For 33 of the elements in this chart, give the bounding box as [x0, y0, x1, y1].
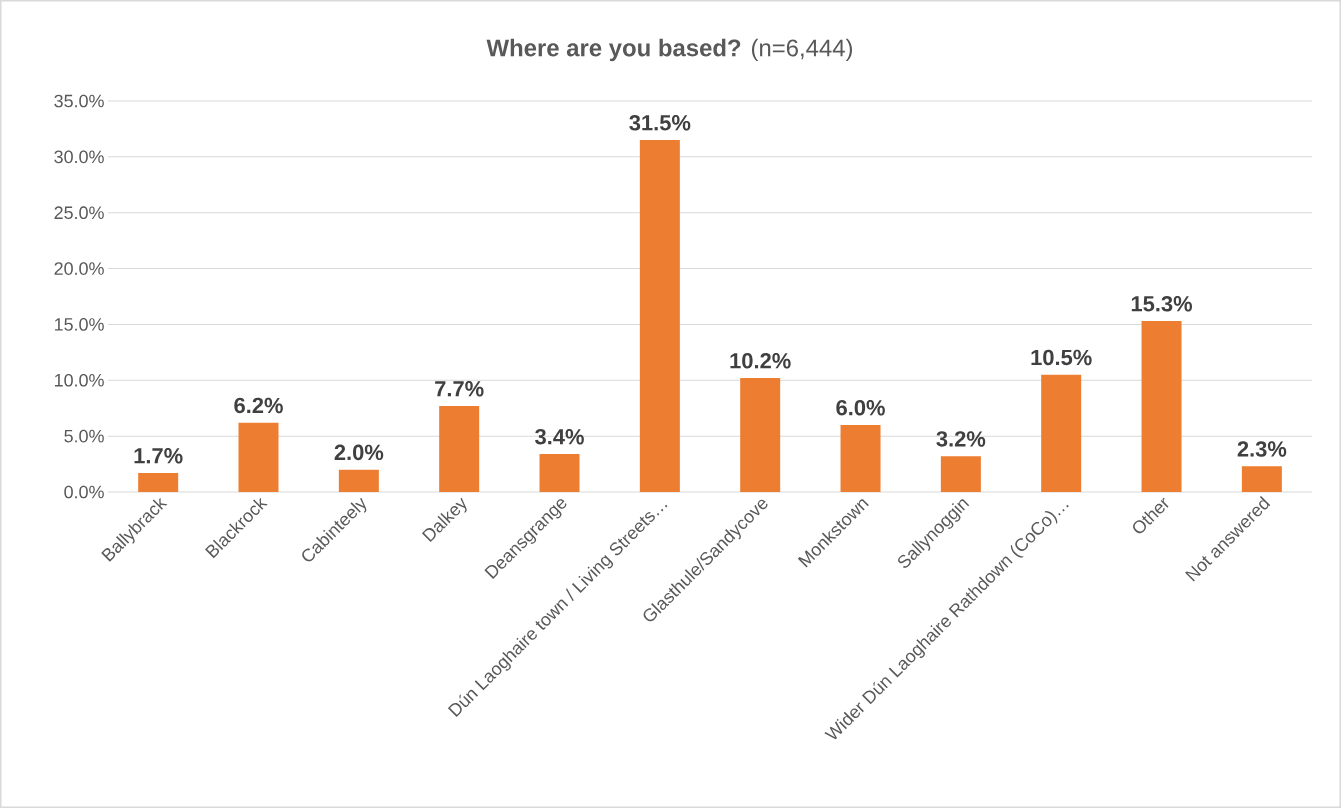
data-label: 10.5% — [1031, 349, 1092, 366]
data-label: 2.3% — [1237, 441, 1287, 457]
bar — [439, 405, 480, 492]
y-tick-label: 5.0% — [64, 429, 104, 443]
y-tick-label: 35.0% — [54, 94, 104, 108]
data-label: 15.3% — [1131, 295, 1193, 312]
chart-title: Where are you based? (n=6,444) — [486, 38, 853, 62]
bar — [1141, 321, 1182, 492]
data-label: 10.2% — [730, 353, 791, 369]
bar — [138, 473, 179, 492]
bar — [1241, 466, 1282, 492]
y-tick-label: 10.0% — [54, 373, 104, 387]
data-label: 2.0% — [334, 444, 384, 461]
bar — [740, 378, 781, 492]
y-tick-label: 0.0% — [64, 485, 104, 499]
bar — [639, 140, 680, 492]
bar — [338, 469, 379, 492]
data-label: 7.7% — [435, 381, 484, 397]
bar — [238, 422, 279, 492]
data-label: 6.0% — [836, 399, 885, 416]
y-tick-label: 15.0% — [54, 318, 104, 331]
data-label: 31.5% — [629, 115, 691, 131]
data-label: 6.2% — [234, 397, 283, 414]
data-label: 3.4% — [535, 428, 584, 445]
data-label: 3.2% — [936, 431, 986, 447]
bar — [940, 456, 981, 492]
data-label: 1.7% — [134, 448, 183, 464]
y-tick-label: 25.0% — [54, 206, 104, 220]
bar — [840, 424, 881, 492]
y-tick-label: 30.0% — [54, 150, 104, 164]
bar — [1041, 374, 1082, 492]
y-tick-label: 20.0% — [54, 262, 104, 275]
bar — [539, 454, 580, 492]
